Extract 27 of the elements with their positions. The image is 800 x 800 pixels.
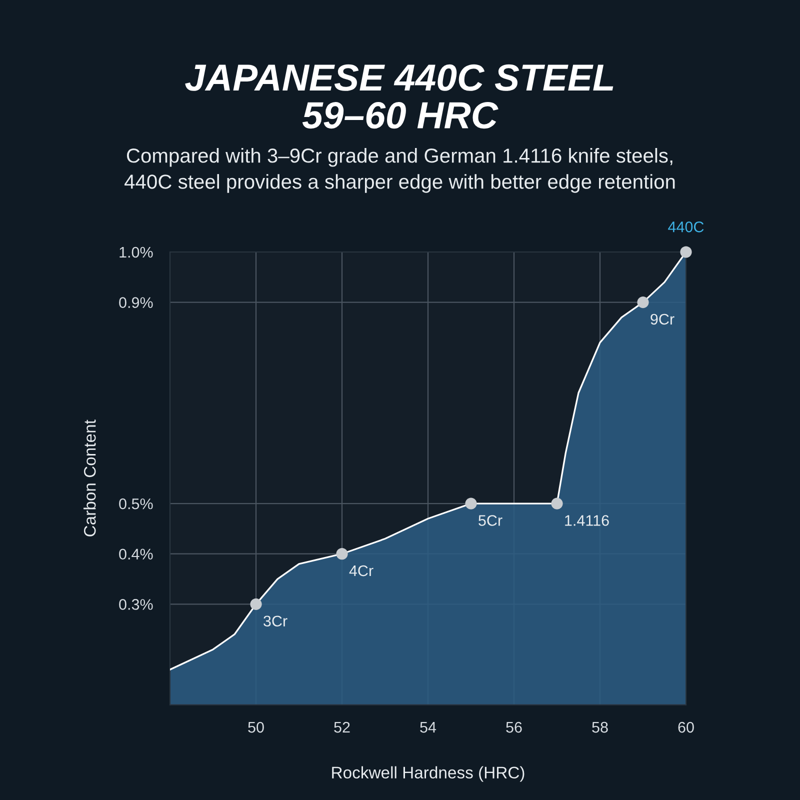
x-tick-label: 60 [678, 722, 694, 733]
y-tick-label: 0.3% [119, 599, 153, 610]
y-tick-label: 0.4% [119, 548, 153, 560]
y-tick-label: 0.9% [119, 297, 153, 308]
x-tick-label: 56 [506, 722, 522, 733]
annotation: 440C [668, 221, 704, 232]
annotation: 4Cr [349, 565, 374, 576]
annotation: 5Cr [478, 515, 502, 526]
y-tick-label: 0.5% [119, 498, 153, 510]
point [551, 498, 563, 510]
y-axis-title: Carbon Content [84, 420, 96, 536]
y-tick-label: 1.0% [120, 246, 153, 258]
point [637, 296, 649, 308]
x-tick-label: 54 [420, 722, 436, 733]
annotation: 3Cr [264, 616, 288, 627]
point [250, 598, 262, 610]
x-axis-title: Rockwell Hardness (HRC) [332, 766, 524, 782]
point [680, 246, 692, 258]
x-tick-label: 52 [334, 722, 350, 733]
chart-title: JAPANESE 440C STEEL 59–60 HRC [185, 64, 614, 129]
point [465, 498, 477, 510]
annotation: 9Cr [650, 314, 674, 325]
annotation: 1.4116 [565, 515, 609, 526]
point [336, 548, 348, 560]
x-tick-label: 58 [592, 722, 608, 733]
chart-subtitle: Compared with 3–9Cr grade and German 1.4116 knife steels, 440C steel provides a sharper edge with better edge retention [124, 148, 675, 193]
x-tick-label: 50 [248, 722, 264, 733]
